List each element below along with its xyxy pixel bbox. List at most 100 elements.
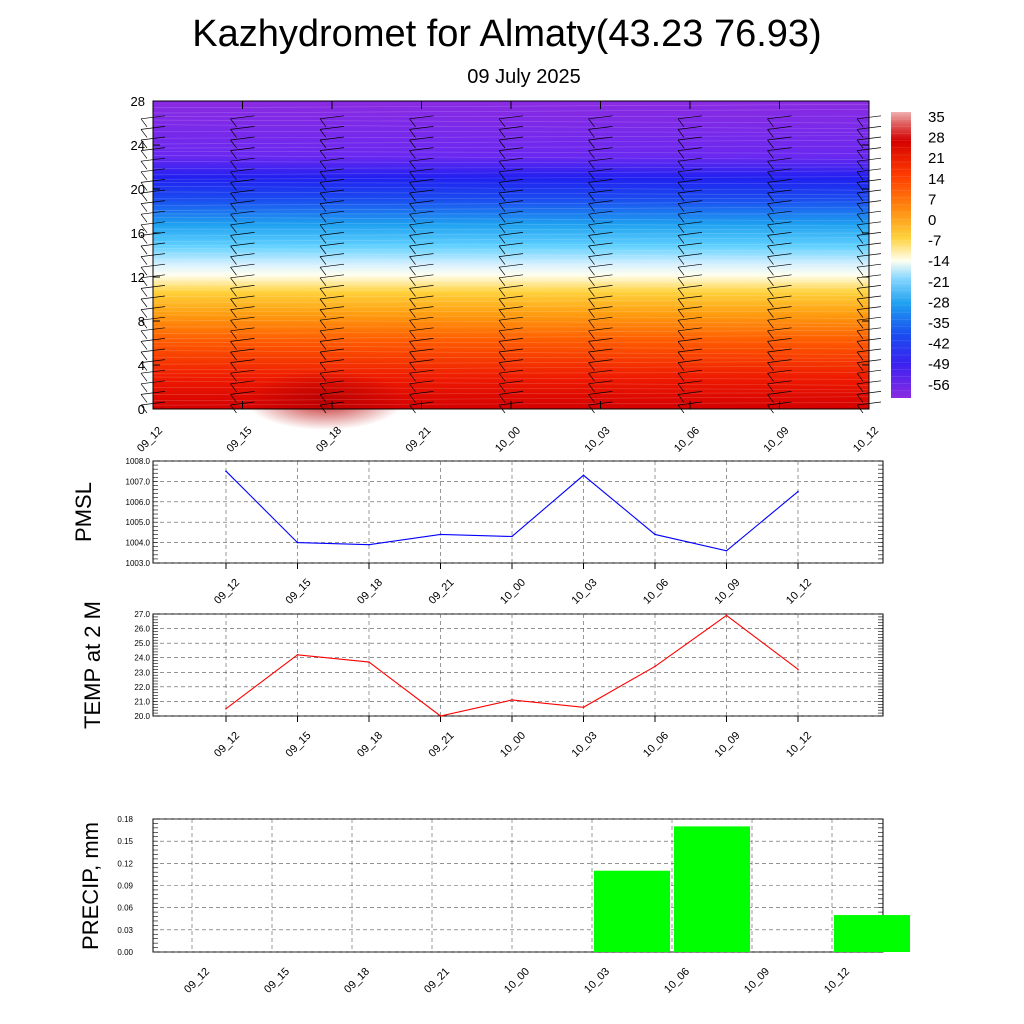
colorbar: 35 28 21 14 7 0 -7 -14 -21 -28 -35 -42 -49 -56 (891, 109, 950, 398)
wind-barb (677, 200, 703, 204)
wind-barb (856, 288, 864, 297)
wind-barb (677, 383, 685, 393)
wind-barb (140, 372, 148, 382)
isotherm-line (152, 248, 870, 252)
wind-barb (409, 115, 434, 120)
wind-barb (230, 266, 237, 276)
x-tick-label: 10_00 (498, 577, 528, 607)
colorbar-label: -14 (928, 253, 950, 270)
wind-barb (230, 157, 255, 162)
isotherm-line (152, 161, 870, 164)
wind-barb (409, 369, 434, 374)
wind-barb (498, 319, 506, 329)
wind-barb (767, 285, 792, 289)
wind-barb (767, 362, 774, 371)
y-tick-label: 26.0 (134, 625, 150, 634)
isotherm-line (152, 274, 870, 277)
y-tick-label: 1005.0 (126, 518, 151, 527)
wind-barb (856, 213, 864, 223)
wind-barb (677, 285, 703, 289)
wind-barb (498, 341, 506, 350)
wind-barb (140, 362, 148, 371)
wind-barb (319, 319, 327, 329)
data-point (582, 706, 585, 709)
y-tick-label: 0.06 (117, 904, 133, 913)
wind-barb (856, 192, 864, 202)
wind-barb (588, 351, 595, 361)
wind-barb (767, 277, 774, 287)
isotherm-line (152, 109, 870, 114)
wind-barb (409, 253, 434, 257)
wind-barb (677, 369, 703, 374)
wind-barb (409, 380, 434, 385)
wind-barb (856, 319, 864, 329)
wind-barb (409, 157, 434, 162)
wind-barb (230, 263, 255, 268)
wind-barb (767, 295, 792, 300)
wind-barb (588, 380, 613, 385)
isotherm-line (152, 263, 870, 267)
wind-barb (140, 309, 148, 318)
colorbar-label: -56 (928, 377, 950, 394)
wind-barb (588, 235, 595, 244)
wind-barb (140, 235, 148, 244)
wind-barb (677, 136, 703, 141)
x-tick-label: 09_12 (135, 425, 165, 455)
wind-barb (588, 200, 613, 204)
wind-barb (319, 129, 327, 138)
wind-barb (588, 309, 595, 318)
wind-barb (498, 235, 506, 244)
wind-barb (409, 341, 416, 350)
wind-barb (319, 277, 327, 287)
wind-barb (588, 327, 613, 332)
wind-barb (230, 277, 237, 287)
wind-barb (677, 245, 685, 255)
chart-title: Kazhydromet for Almaty(43.23 76.93) (192, 13, 821, 55)
colorbar-label: -35 (928, 315, 950, 332)
wind-barb (140, 118, 148, 128)
wind-barb (856, 362, 864, 371)
wind-barb (767, 253, 792, 257)
wind-barb (498, 369, 524, 374)
x-tick-label: 10_03 (582, 966, 612, 996)
x-tick-label: 09_21 (427, 577, 457, 607)
wind-barb (230, 383, 237, 393)
wind-barb (856, 394, 864, 403)
wind-barb (409, 298, 416, 308)
wind-barb (319, 380, 345, 385)
wind-barb (409, 266, 416, 276)
isotherm-line (152, 335, 870, 340)
wind-barb (230, 118, 237, 128)
colorbar-label: 7 (928, 191, 936, 208)
wind-barb (677, 203, 685, 212)
wind-barb (140, 213, 148, 223)
wind-barb (588, 203, 595, 212)
wind-barb (588, 330, 595, 340)
isotherm-line (152, 259, 870, 262)
x-tick-label: 09_21 (427, 730, 457, 760)
wind-barb (230, 309, 237, 318)
wind-barb (588, 210, 613, 215)
data-point (296, 654, 299, 656)
wind-barb (498, 189, 524, 194)
y-tick-label: 1007.0 (126, 477, 151, 486)
wind-barb (409, 274, 434, 279)
isotherm-line (152, 139, 870, 145)
wind-barb (319, 383, 327, 393)
wind-barb (498, 192, 506, 202)
wind-barb (498, 372, 506, 382)
isotherm-line (152, 365, 870, 371)
colorbar-label: 21 (928, 150, 945, 167)
x-tick-label: 10_12 (822, 966, 852, 996)
wind-barb (409, 150, 416, 159)
colorbar-label: 28 (928, 130, 945, 147)
wind-barb (319, 338, 345, 342)
wind-barb (319, 394, 327, 403)
colorbar-label: -21 (928, 274, 950, 291)
wind-barb (588, 369, 613, 374)
data-point (368, 661, 370, 663)
wind-barb (767, 192, 774, 202)
wind-barb (140, 330, 148, 340)
x-tick-label: 10_09 (742, 966, 772, 996)
y-tick-label: 0.15 (117, 837, 133, 846)
